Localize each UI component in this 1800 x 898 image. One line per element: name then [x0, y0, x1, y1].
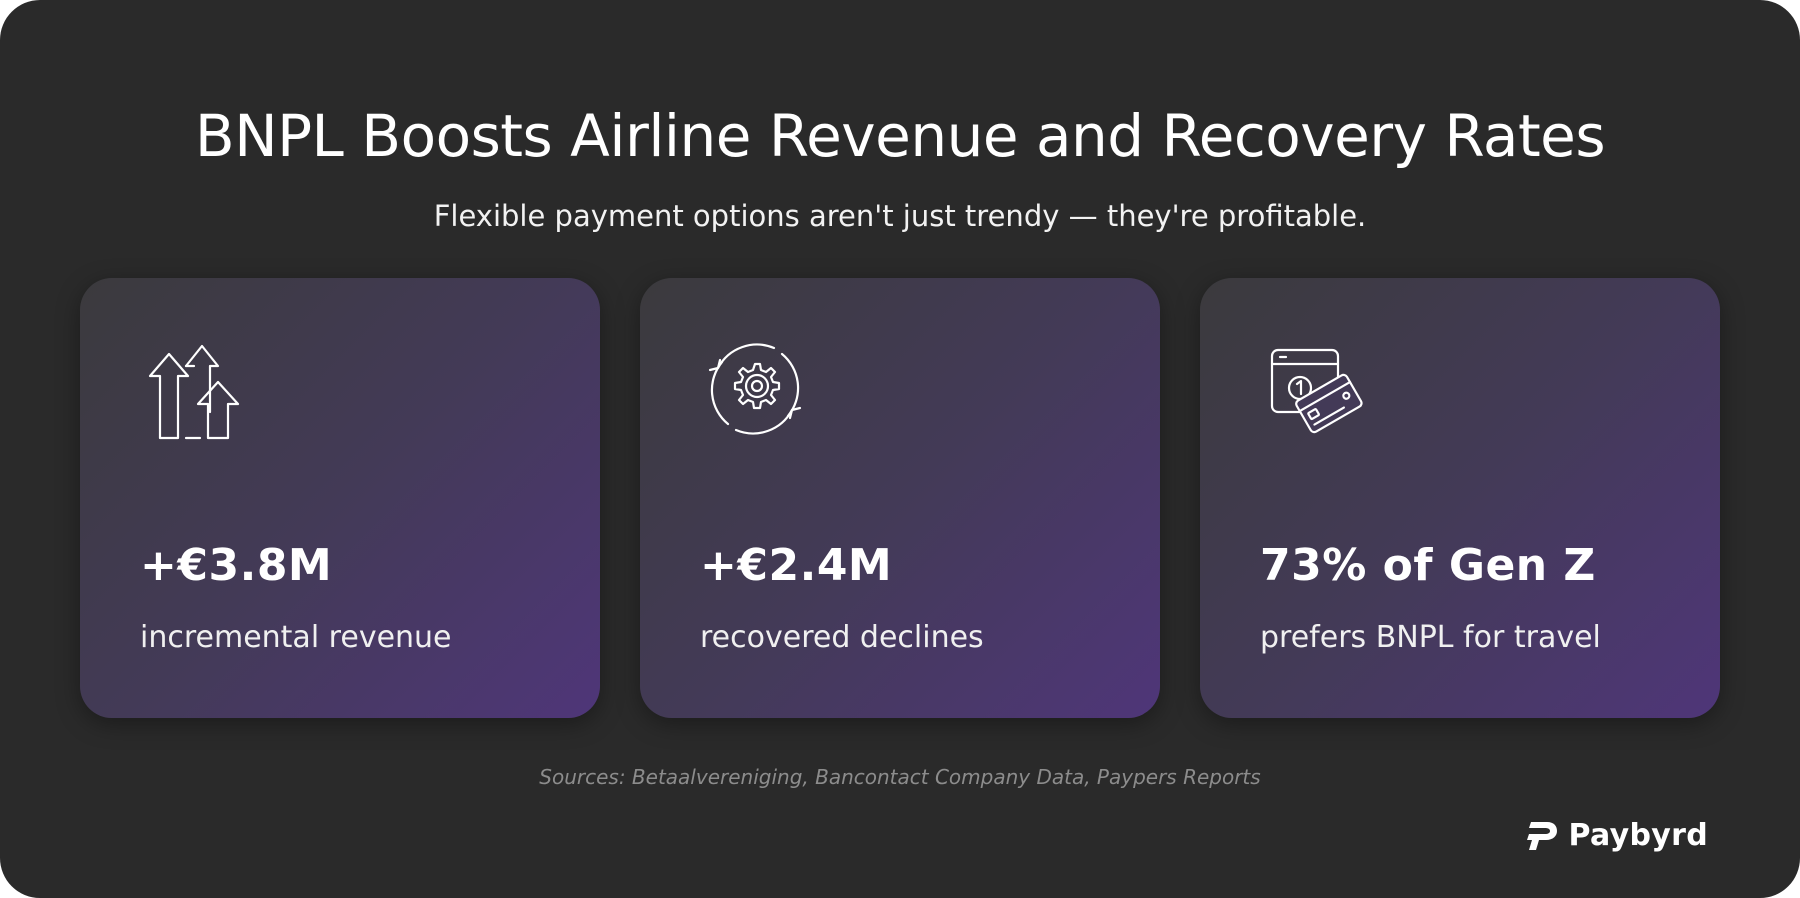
stat-label: incremental revenue: [140, 620, 452, 655]
stat-value: +€3.8M: [140, 540, 333, 591]
brand-name: Paybyrd: [1568, 818, 1708, 853]
page-title: BNPL Boosts Airline Revenue and Recovery…: [194, 102, 1606, 170]
growth-arrows-icon: [140, 334, 250, 444]
stat-value: 73% of Gen Z: [1260, 540, 1596, 591]
stat-card-genz: 73% of Gen Z prefers BNPL for travel: [1200, 278, 1720, 718]
card-installment-icon: [1260, 334, 1370, 444]
gear-cycle-icon: [700, 334, 810, 444]
paybyrd-logo-icon: [1525, 820, 1559, 852]
stat-card-recovered: +€2.4M recovered declines: [640, 278, 1160, 718]
stat-card-revenue: +€3.8M incremental revenue: [80, 278, 600, 718]
page-subtitle: Flexible payment options aren't just tre…: [433, 199, 1367, 233]
stat-label: recovered declines: [700, 620, 984, 655]
stat-label: prefers BNPL for travel: [1260, 620, 1601, 655]
brand-logo: Paybyrd: [1525, 818, 1708, 853]
stat-value: +€2.4M: [700, 540, 893, 591]
sources-note: Sources: Betaalvereniging, Bancontact Co…: [539, 765, 1261, 789]
